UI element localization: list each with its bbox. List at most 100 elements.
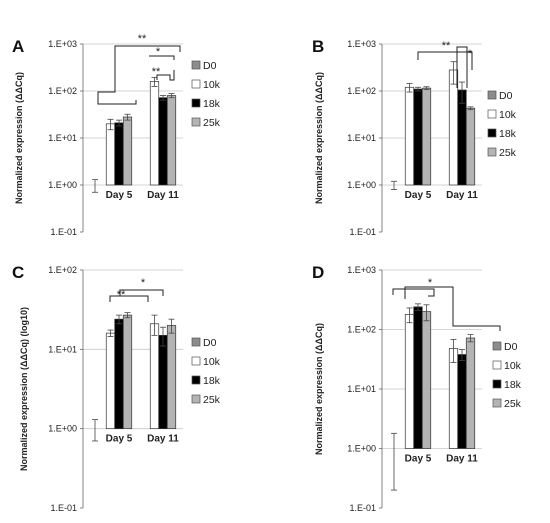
significance-bracket bbox=[119, 289, 164, 296]
y-tick-label: 1.E+01 bbox=[48, 344, 77, 354]
bar-18k bbox=[413, 88, 423, 186]
y-tick-label: 1.E+01 bbox=[347, 133, 376, 143]
legend-label: 25k bbox=[504, 398, 522, 410]
significance-label: * bbox=[141, 277, 146, 289]
bar-18k bbox=[114, 318, 124, 430]
legend-swatch-d0 bbox=[487, 90, 497, 100]
bar-18k bbox=[158, 335, 168, 430]
significance-label: ** bbox=[152, 66, 161, 78]
y-tick-label: 1.E-01 bbox=[349, 227, 376, 237]
bar-10k bbox=[149, 81, 160, 186]
significance-bracket bbox=[404, 286, 501, 331]
legend-label: D0 bbox=[504, 341, 518, 353]
legend-swatch-10k bbox=[492, 360, 502, 370]
bar-10k bbox=[404, 313, 415, 449]
legend-label: 25k bbox=[203, 394, 221, 406]
legend-label: 25k bbox=[499, 147, 517, 159]
legend-swatch-18k bbox=[191, 375, 201, 385]
y-axis-label: Normalized expression (ΔΔCq) bbox=[14, 72, 24, 204]
significance-bracket bbox=[97, 100, 137, 105]
legend-swatch-d0 bbox=[191, 60, 201, 70]
bar-25k bbox=[122, 116, 133, 186]
significance-label: * bbox=[156, 46, 161, 58]
y-tick-label: 1.E+03 bbox=[48, 39, 77, 49]
legend-label: 18k bbox=[504, 379, 522, 391]
legend-swatch-10k bbox=[191, 79, 201, 89]
y-tick-label: 1.E+00 bbox=[347, 180, 376, 190]
x-category-label: Day 5 bbox=[106, 434, 133, 445]
bar-10k bbox=[448, 69, 459, 186]
significance-bracket bbox=[392, 288, 435, 297]
significance-label: ** bbox=[442, 40, 451, 52]
significance-bracket bbox=[149, 55, 175, 60]
panel-letter: A bbox=[12, 37, 24, 56]
y-tick-label: 1.E+02 bbox=[347, 86, 376, 96]
significance-label: ** bbox=[117, 289, 126, 301]
x-category-label: Day 11 bbox=[147, 190, 179, 201]
legend-swatch-18k bbox=[492, 379, 502, 389]
legend-label: D0 bbox=[203, 337, 217, 349]
legend-label: D0 bbox=[203, 60, 217, 72]
panel-letter: B bbox=[312, 37, 324, 56]
bar-10k bbox=[105, 332, 116, 430]
y-tick-label: 1.E+02 bbox=[48, 265, 77, 275]
x-category-label: Day 11 bbox=[446, 454, 478, 465]
bar-18k bbox=[158, 97, 168, 186]
significance-bracket bbox=[417, 51, 473, 70]
bar-25k bbox=[166, 95, 177, 186]
legend-swatch-10k bbox=[191, 356, 201, 366]
bar-25k bbox=[122, 314, 133, 430]
chart-panel-d: D 1.E-01 1.E+00 1.E+01 1.E+02 1.E+03 Normalize… bbox=[312, 263, 522, 513]
y-tick-label: 1.E+02 bbox=[347, 325, 376, 335]
significance-bracket bbox=[456, 46, 468, 88]
y-tick-label: 1.E+03 bbox=[347, 265, 376, 275]
bar-18k bbox=[114, 122, 124, 186]
bar-18k bbox=[457, 89, 467, 186]
bar-18k bbox=[413, 306, 423, 449]
x-category-label: Day 11 bbox=[147, 434, 179, 445]
y-tick-label: 1.E+00 bbox=[347, 444, 376, 454]
x-category-label: Day 5 bbox=[405, 190, 432, 201]
y-tick-label: 1.E+03 bbox=[347, 39, 376, 49]
y-tick-label: 1.E+01 bbox=[48, 133, 77, 143]
legend-swatch-18k bbox=[191, 98, 201, 108]
legend-label: 10k bbox=[504, 360, 522, 372]
y-axis-label: Normalized expression (ΔΔCq) (log10) bbox=[19, 307, 29, 471]
bar-10k bbox=[404, 86, 415, 186]
legend-label: 10k bbox=[203, 356, 221, 368]
significance-label: * bbox=[468, 48, 473, 60]
y-axis-label: Normalized expression (ΔΔCq) bbox=[314, 323, 324, 455]
bar-10k bbox=[149, 323, 160, 430]
y-tick-label: 1.E-01 bbox=[349, 503, 376, 513]
y-tick-label: 1.E-01 bbox=[50, 503, 77, 513]
x-category-label: Day 11 bbox=[446, 190, 478, 201]
legend-label: 25k bbox=[203, 117, 221, 129]
bar-25k bbox=[465, 107, 476, 186]
y-tick-label: 1.E+00 bbox=[48, 424, 77, 434]
x-category-label: Day 5 bbox=[405, 454, 432, 465]
bar-25k bbox=[166, 325, 177, 430]
legend-swatch-18k bbox=[487, 128, 497, 138]
panel-letter: C bbox=[12, 263, 24, 282]
legend-swatch-d0 bbox=[492, 341, 502, 351]
bar-25k bbox=[421, 311, 432, 449]
legend-label: D0 bbox=[499, 90, 513, 102]
legend-label: 18k bbox=[203, 98, 221, 110]
y-axis-label: Normalized expression (ΔΔCq) bbox=[314, 72, 324, 204]
legend-label: 10k bbox=[499, 109, 517, 121]
x-category-label: Day 5 bbox=[106, 190, 133, 201]
legend-swatch-10k bbox=[487, 109, 497, 119]
bar-25k bbox=[421, 87, 432, 186]
chart-panel-b: B 1.E-01 1.E+00 1.E+01 1.E+02 1.E+03 Normalize… bbox=[312, 37, 517, 237]
chart-panel-a: A 1.E-01 1.E+00 1.E+01 1.E+02 1.E+03 Normalize… bbox=[12, 33, 221, 237]
significance-bracket bbox=[97, 45, 181, 100]
legend-swatch-25k bbox=[487, 147, 497, 157]
y-tick-label: 1.E-01 bbox=[50, 227, 77, 237]
legend-swatch-d0 bbox=[191, 337, 201, 347]
legend-swatch-25k bbox=[191, 394, 201, 404]
chart-panel-c: C 1.E-01 1.E+00 1.E+01 1.E+02 Normalized expr… bbox=[12, 263, 221, 513]
bar-18k bbox=[457, 354, 467, 449]
legend-label: 18k bbox=[499, 128, 517, 140]
legend-swatch-25k bbox=[492, 398, 502, 408]
